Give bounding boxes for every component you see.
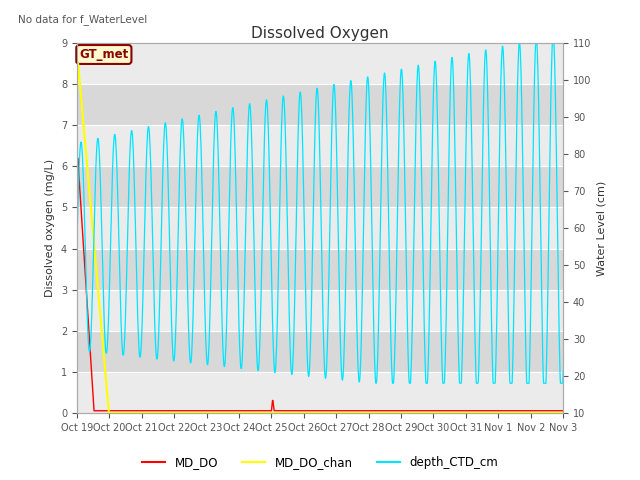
Y-axis label: Water Level (cm): Water Level (cm) [597, 180, 607, 276]
Bar [77, 207, 563, 249]
Title: Dissolved Oxygen: Dissolved Oxygen [251, 25, 389, 41]
Bar [77, 289, 563, 331]
Bar [77, 43, 563, 84]
Bar [77, 372, 563, 413]
Legend: MD_DO, MD_DO_chan, depth_CTD_cm: MD_DO, MD_DO_chan, depth_CTD_cm [137, 452, 503, 474]
Y-axis label: Dissolved oxygen (mg/L): Dissolved oxygen (mg/L) [45, 159, 55, 297]
Text: GT_met: GT_met [79, 48, 129, 61]
Bar [77, 125, 563, 167]
Text: No data for f_WaterLevel: No data for f_WaterLevel [19, 13, 148, 24]
